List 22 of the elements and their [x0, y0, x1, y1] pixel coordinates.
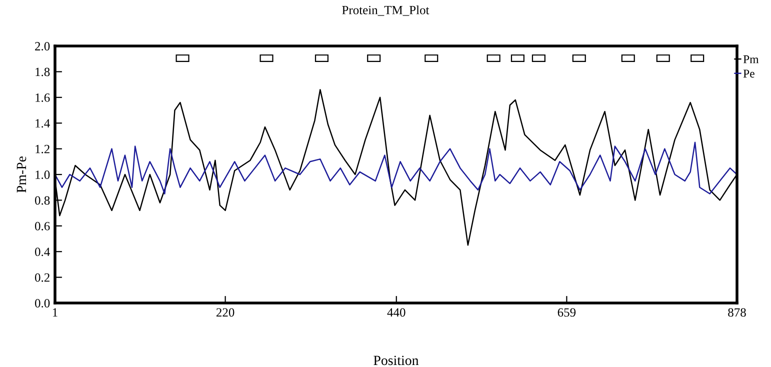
x-tick-label: 1	[52, 308, 58, 317]
x-axis-title: Position	[374, 356, 419, 366]
chart-title: Protein_TM_Plot	[342, 6, 430, 16]
line-series	[55, 142, 737, 194]
y-tick-label: 0.8	[34, 196, 50, 205]
y-tick-label: 1.2	[36, 144, 50, 154]
y-tick-label: 0.6	[34, 222, 50, 230]
y-tick-label: 2.0	[35, 42, 50, 51]
x-tick-label: 878	[728, 308, 746, 317]
y-axis-title: Pm-Pe	[16, 156, 26, 193]
x-tick-label: 440	[387, 308, 406, 317]
y-tick-label: 0.4	[34, 248, 50, 256]
y-tick-label: 1.6	[36, 93, 50, 102]
legend-label: Pm	[743, 55, 759, 64]
y-tick-label: 0.2	[34, 273, 50, 282]
legend-label: Pe	[743, 70, 754, 78]
y-tick-label: 1.8	[36, 68, 50, 76]
x-tick-label: 220	[216, 308, 234, 317]
y-tick-label: 0.0	[34, 299, 50, 308]
y-tick-label: 1.4	[36, 119, 50, 128]
x-tick-label: 659	[558, 308, 576, 317]
y-tick-label: 1.0	[36, 170, 50, 180]
